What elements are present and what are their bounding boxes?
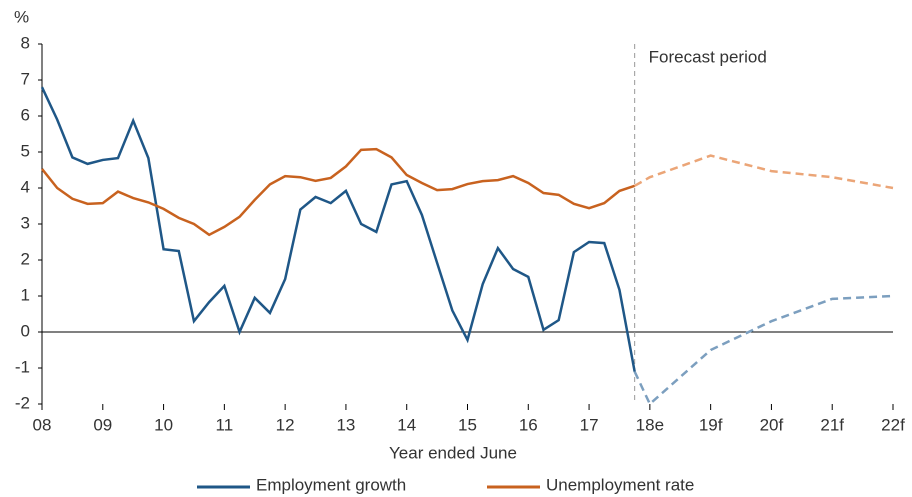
x-tick-label: 18e [636,415,664,434]
x-tick-label: 12 [276,415,295,434]
x-tick-label: 21f [820,415,844,434]
x-tick-label: 14 [397,415,416,434]
y-tick-label: 4 [21,177,30,196]
y-tick-label: 1 [21,285,30,304]
x-tick-label: 11 [216,415,234,434]
forecast-line [633,294,894,407]
y-tick-label: 5 [21,141,30,160]
x-tick-label: 10 [154,415,173,434]
x-tick-label: 22f [881,415,905,434]
y-tick-label: 8 [21,33,30,52]
series-line [40,86,636,372]
x-tick-label: 08 [33,415,52,434]
forecast-line [634,154,894,190]
legend-label: Employment growth [256,475,406,494]
x-tick-label: 19f [699,415,723,434]
y-tick-label: 3 [21,213,30,232]
y-tick-label: 7 [21,69,30,88]
y-tick-label: -1 [15,357,30,376]
x-tick-label: 15 [458,415,477,434]
series-line [41,147,636,237]
y-tick-label: 2 [21,249,30,268]
x-tick-label: 16 [519,415,538,434]
x-tick-label: 09 [93,415,112,434]
y-tick-label: 0 [21,321,30,340]
legend-label: Unemployment rate [546,475,694,494]
y-tick-label: 6 [21,105,30,124]
y-tick-label: -2 [15,393,30,412]
x-axis-label: Year ended June [389,443,517,462]
y-axis-label: % [14,7,29,26]
annotation: Forecast period [649,47,767,66]
x-tick-label: 20f [760,415,784,434]
x-tick-label: 13 [336,415,355,434]
x-tick-label: 17 [580,415,599,434]
